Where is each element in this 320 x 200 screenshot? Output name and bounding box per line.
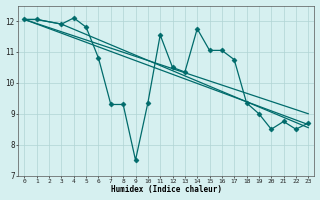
X-axis label: Humidex (Indice chaleur): Humidex (Indice chaleur) [111,185,222,194]
